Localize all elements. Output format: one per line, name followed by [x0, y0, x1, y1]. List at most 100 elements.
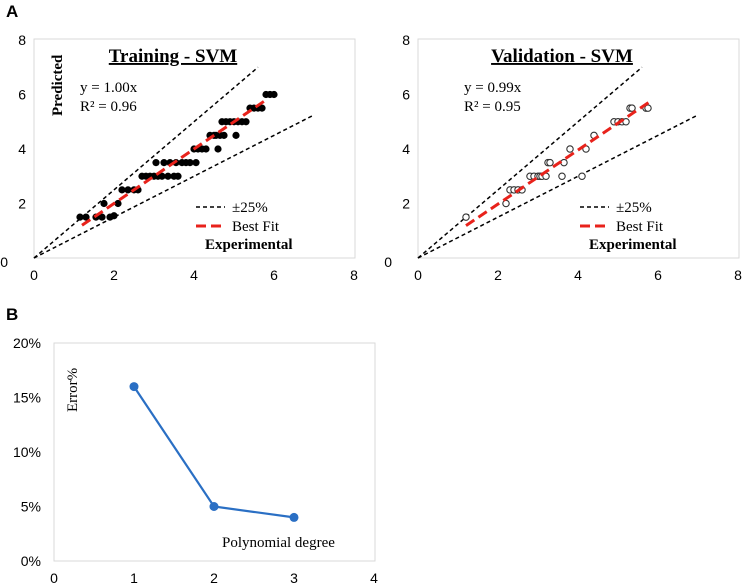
val-data-point: [578, 172, 586, 181]
train-upper-band-line: [33, 66, 259, 259]
error-y-tick-label: 5%: [21, 499, 41, 515]
validation-legend-fit-label: Best Fit: [616, 219, 664, 235]
validation-chart: 0 2 4 6 8 0 2 4 6 8 Validation - SVM y = 0.99x R…: [384, 32, 742, 283]
train-y-tick-label: 0: [0, 254, 8, 270]
error-x-tick-label: 1: [130, 570, 138, 586]
train-x-tick-label: 8: [350, 267, 358, 283]
val-data-point: [558, 172, 566, 181]
error-plot-area: [53, 342, 376, 562]
training-plot-area: [33, 38, 356, 259]
train-data-point: [232, 131, 240, 139]
validation-fit-line: [465, 100, 651, 227]
val-data-point: [462, 213, 470, 221]
train-data-point: [270, 90, 278, 99]
training-equation: y = 1.00x: [80, 80, 138, 96]
validation-r2: R² = 0.95: [464, 99, 521, 115]
error-series-points: [129, 382, 299, 522]
train-data-point: [202, 145, 210, 153]
validation-plot-area: [417, 38, 740, 259]
error-chart: 0 1 2 3 4 0% 5% 10% 15% 20% Error% Polynomial de…: [13, 335, 378, 586]
val-y-tick-label: 6: [402, 87, 410, 103]
error-x-tick-label: 2: [210, 570, 218, 586]
error-x-ticks: 0 1 2 3 4: [50, 570, 378, 586]
train-data-point: [98, 213, 106, 221]
train-data-point: [160, 159, 168, 167]
val-x-tick-label: 0: [414, 267, 422, 283]
train-data-point: [100, 199, 108, 208]
error-x-tick-label: 0: [50, 570, 58, 586]
train-lower-band-line: [33, 114, 315, 259]
val-y-tick-label: 0: [384, 254, 392, 270]
error-data-point: [209, 502, 219, 511]
training-legend-fit-label: Best Fit: [232, 219, 280, 235]
training-y-ticks: 0 2 4 6 8: [0, 32, 26, 270]
validation-x-label: Experimental: [589, 237, 677, 253]
train-x-tick-label: 0: [30, 267, 38, 283]
error-data-point: [289, 512, 299, 522]
val-data-point: [566, 145, 574, 153]
val-y-tick-label: 4: [402, 141, 410, 157]
train-data-point: [110, 212, 118, 220]
val-x-tick-label: 6: [654, 267, 662, 283]
validation-equation: y = 0.99x: [464, 80, 522, 96]
error-line-path: [133, 385, 295, 519]
val-data-point: [546, 158, 554, 167]
training-y-label: Predicted: [50, 54, 66, 116]
train-data-point: [82, 213, 90, 221]
train-x-tick-label: 4: [190, 267, 198, 283]
training-fit-line: [81, 98, 267, 227]
train-data-point: [152, 159, 160, 167]
error-y-tick-label: 10%: [13, 444, 41, 460]
val-data-point: [628, 104, 636, 112]
train-data-point: [174, 172, 182, 180]
validation-legend-band-label: ±25%: [616, 200, 652, 216]
val-upper-band-line: [417, 66, 643, 259]
error-x-tick-label: 3: [290, 570, 298, 586]
train-y-tick-label: 4: [18, 141, 26, 157]
train-data-point: [158, 172, 166, 180]
val-lower-band-line: [417, 114, 699, 259]
training-title: Training - SVM: [109, 46, 238, 67]
validation-band-lines: [417, 66, 699, 259]
panel-label-a: A: [6, 2, 18, 21]
val-y-tick-label: 2: [402, 196, 410, 212]
validation-title: Validation - SVM: [491, 46, 633, 67]
train-y-tick-label: 2: [18, 196, 26, 212]
train-y-tick-label: 8: [18, 32, 26, 48]
train-data-point: [76, 213, 84, 221]
train-data-point: [258, 104, 266, 112]
train-data-point: [124, 186, 132, 194]
training-r2: R² = 0.96: [80, 99, 137, 115]
panel-label-b: B: [6, 305, 18, 324]
error-y-tick-label: 0%: [21, 553, 41, 569]
training-x-ticks: 0 2 4 6 8: [30, 267, 358, 283]
val-data-point: [644, 104, 652, 112]
validation-y-ticks: 0 2 4 6 8: [384, 32, 410, 270]
train-data-point: [114, 199, 122, 208]
train-data-point: [214, 145, 222, 153]
val-data-point: [622, 118, 630, 126]
train-x-tick-label: 2: [110, 267, 118, 283]
error-x-label: Polynomial degree: [222, 535, 335, 551]
error-x-tick-label: 4: [370, 570, 378, 586]
error-series-line: [133, 385, 295, 519]
train-y-tick-label: 6: [18, 87, 26, 103]
error-y-ticks: 0% 5% 10% 15% 20%: [13, 335, 41, 569]
training-legend-band-label: ±25%: [232, 200, 268, 216]
train-data-point: [242, 118, 250, 126]
error-y-tick-label: 15%: [13, 390, 41, 406]
error-data-point: [129, 382, 139, 392]
train-data-point: [118, 186, 126, 194]
val-best-fit-line: [465, 100, 651, 227]
train-data-point: [220, 131, 228, 139]
val-y-tick-label: 8: [402, 32, 410, 48]
train-best-fit-line: [81, 98, 267, 227]
val-x-tick-label: 4: [574, 267, 582, 283]
training-chart: 0 2 4 6 8 0 2 4 6 8 Training - SVM Predicted y =…: [0, 32, 358, 283]
train-data-point: [192, 159, 200, 167]
train-x-tick-label: 6: [270, 267, 278, 283]
training-band-lines: [33, 66, 315, 259]
val-data-point: [502, 199, 510, 208]
train-data-point: [164, 172, 172, 180]
